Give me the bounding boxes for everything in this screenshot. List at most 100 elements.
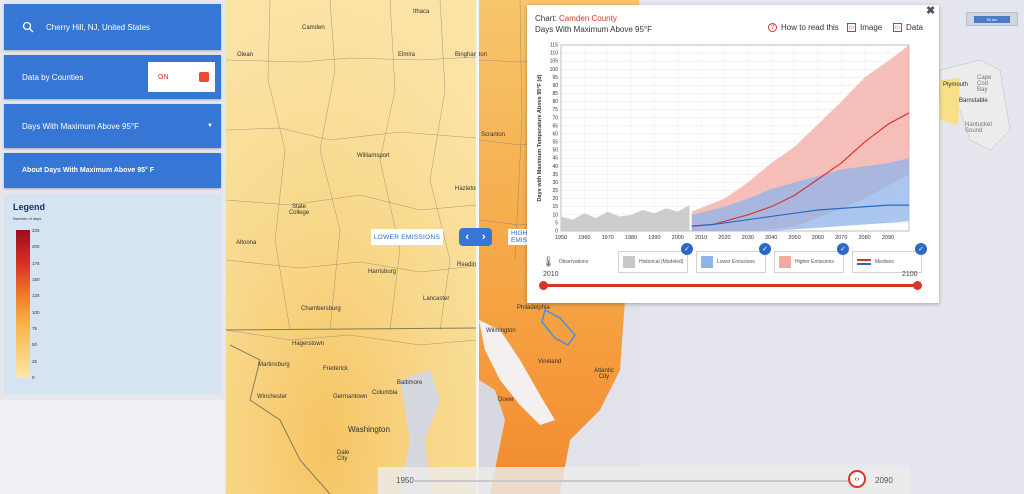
selected-county-outline[interactable] — [541, 308, 576, 346]
map-label-atlantic-city: Atlantic City — [594, 368, 614, 380]
data-download-label: Data — [906, 23, 923, 32]
medians-label: Medians — [875, 259, 894, 265]
higher-emissions-label: HIGHER EMISSIONS — [508, 229, 530, 245]
higher-label: Higher Emissions — [795, 259, 834, 265]
y-tick-label: 85 — [552, 91, 558, 97]
time-slider[interactable]: 1950 ‹› 2090 — [378, 467, 910, 494]
map-label-philadelphia: Philadelphia — [517, 305, 550, 311]
map-label-hazleton: Hazleton — [455, 186, 479, 192]
chart-plot[interactable]: 0 5 10 15 20 25 30 35 40 45 50 55 60 65 70 75 80 85 90 95 10… — [527, 5, 939, 245]
range-end-label: 2100 — [902, 271, 918, 278]
higher-swatch — [779, 256, 791, 268]
map-label-ithaca: Ithaca — [413, 9, 430, 15]
y-tick-label: 65 — [552, 123, 558, 129]
image-download-button[interactable]: ▭ Image — [847, 23, 882, 32]
range-handle-end[interactable] — [913, 281, 922, 290]
x-tick-label: 2060 — [812, 235, 824, 241]
how-to-read-label: How to read this — [781, 23, 839, 32]
swipe-handle[interactable]: ‹ › — [459, 228, 492, 246]
thermometer-icon: 🌡 — [542, 256, 555, 268]
legend-tick: 200 — [32, 244, 40, 249]
legend-tick: 150 — [32, 277, 40, 282]
historical-label: Historical (Modeled) — [639, 259, 684, 265]
lower-swatch — [701, 256, 713, 268]
range-slider-track[interactable] — [543, 284, 918, 287]
map-label-vineland: Vineland — [538, 359, 562, 365]
map-label-harrisburg: Harrisburg — [368, 269, 397, 275]
map-label-chambersburg: Chambersburg — [301, 306, 341, 312]
medians-swatch — [857, 259, 871, 265]
question-icon: ? — [768, 23, 777, 32]
map-label-washington: Washington — [348, 425, 390, 434]
y-tick-label: 55 — [552, 140, 558, 146]
map-label-reading: Reading — [457, 262, 480, 268]
x-tick-label: 1980 — [625, 235, 637, 241]
search-input[interactable]: Cherry Hill, NJ, United States — [46, 22, 151, 32]
historical-swatch — [623, 256, 635, 268]
y-tick-label: 95 — [552, 75, 558, 81]
toggle-lower-emissions[interactable]: Lower Emissions ✓ — [696, 243, 771, 273]
map-label-binghamton: Binghamton — [455, 52, 488, 58]
swipe-divider[interactable] — [476, 0, 479, 494]
map-label-dale-city: Dale City — [337, 450, 350, 462]
x-tick-label: 2050 — [788, 235, 800, 241]
scale-control[interactable]: 50 km — [966, 12, 1018, 26]
variable-select[interactable]: Days With Maximum Above 95°F ▼ — [4, 104, 221, 148]
toggle-medians[interactable]: Medians ✓ — [852, 243, 927, 273]
chevron-down-icon: ▼ — [207, 123, 213, 129]
higher-median-line — [691, 112, 910, 227]
x-tick-label: 2030 — [742, 235, 754, 241]
x-tick-label: 2070 — [835, 235, 847, 241]
map-label-martinsburg: Martinsburg — [258, 362, 290, 368]
x-tick-label: 2090 — [882, 235, 894, 241]
legend-tick: 50 — [32, 342, 38, 347]
lower-emissions-band — [691, 158, 909, 231]
toggle-historical[interactable]: Historical (Modeled) ✓ — [618, 243, 693, 273]
data-download-button[interactable]: ▭ Data — [893, 23, 923, 32]
y-tick-label: 80 — [552, 99, 558, 105]
about-variable-button[interactable]: About Days With Maximum Above 95° F — [4, 153, 221, 188]
search-icon — [22, 21, 34, 33]
range-handle-start[interactable] — [539, 281, 548, 290]
map-label-frederick: Frederick — [323, 366, 349, 372]
y-tick-label: 10 — [552, 212, 558, 218]
y-tick-label: 30 — [552, 180, 558, 186]
map-label-barnstable: Barnstable — [959, 98, 988, 104]
y-tick-label: 45 — [552, 156, 558, 162]
time-slider-knob[interactable]: ‹› — [848, 470, 866, 488]
y-axis-label: Days with Maximum Temperature Above 95°F… — [537, 74, 543, 201]
map-label-williamsport: Williamsport — [357, 153, 390, 159]
image-icon: ▭ — [847, 23, 856, 32]
counties-toggle[interactable]: ON — [148, 62, 215, 92]
legend-tick: 125 — [32, 293, 40, 298]
map-label-nantucket-sound: Nantucket Sound — [965, 122, 993, 134]
location-search[interactable]: Cherry Hill, NJ, United States — [4, 4, 221, 50]
toggle-higher-emissions[interactable]: Higher Emissions ✓ — [774, 243, 849, 273]
toggle-observations[interactable]: 🌡 Observations — [542, 251, 614, 273]
x-tick-label: 1950 — [555, 235, 567, 241]
counties-label: Data by Counties — [22, 72, 84, 82]
y-tick-label: 70 — [552, 115, 558, 121]
map-label-wilmington: Wilmington — [486, 328, 516, 334]
close-icon[interactable]: ✖ — [926, 5, 936, 17]
legend-tick: 225 — [32, 228, 40, 233]
legend-subtitle: Number of days — [13, 216, 42, 221]
historical-band — [561, 205, 690, 231]
map-label-lancaster: Lancaster — [423, 296, 450, 302]
map-label-germantown: Germantown — [333, 394, 368, 400]
y-tick-label: 100 — [550, 67, 559, 73]
legend-tick: 100 — [32, 310, 40, 315]
map-label-columbia: Columbia — [372, 390, 398, 396]
check-icon: ✓ — [759, 243, 771, 255]
x-tick-label: 1990 — [648, 235, 660, 241]
time-slider-track[interactable] — [412, 480, 852, 482]
y-tick-label: 15 — [552, 204, 558, 210]
y-tick-label: 5 — [555, 220, 558, 226]
legend-color-ramp — [16, 230, 30, 378]
lower-emissions-map — [226, 0, 476, 494]
legend-tick: 0 — [32, 375, 35, 380]
y-tick-label: 35 — [552, 172, 558, 178]
x-tick-label: 2000 — [672, 235, 684, 241]
chart-title-prefix: Chart: — [535, 14, 557, 23]
how-to-read-link[interactable]: ? How to read this — [768, 23, 839, 32]
